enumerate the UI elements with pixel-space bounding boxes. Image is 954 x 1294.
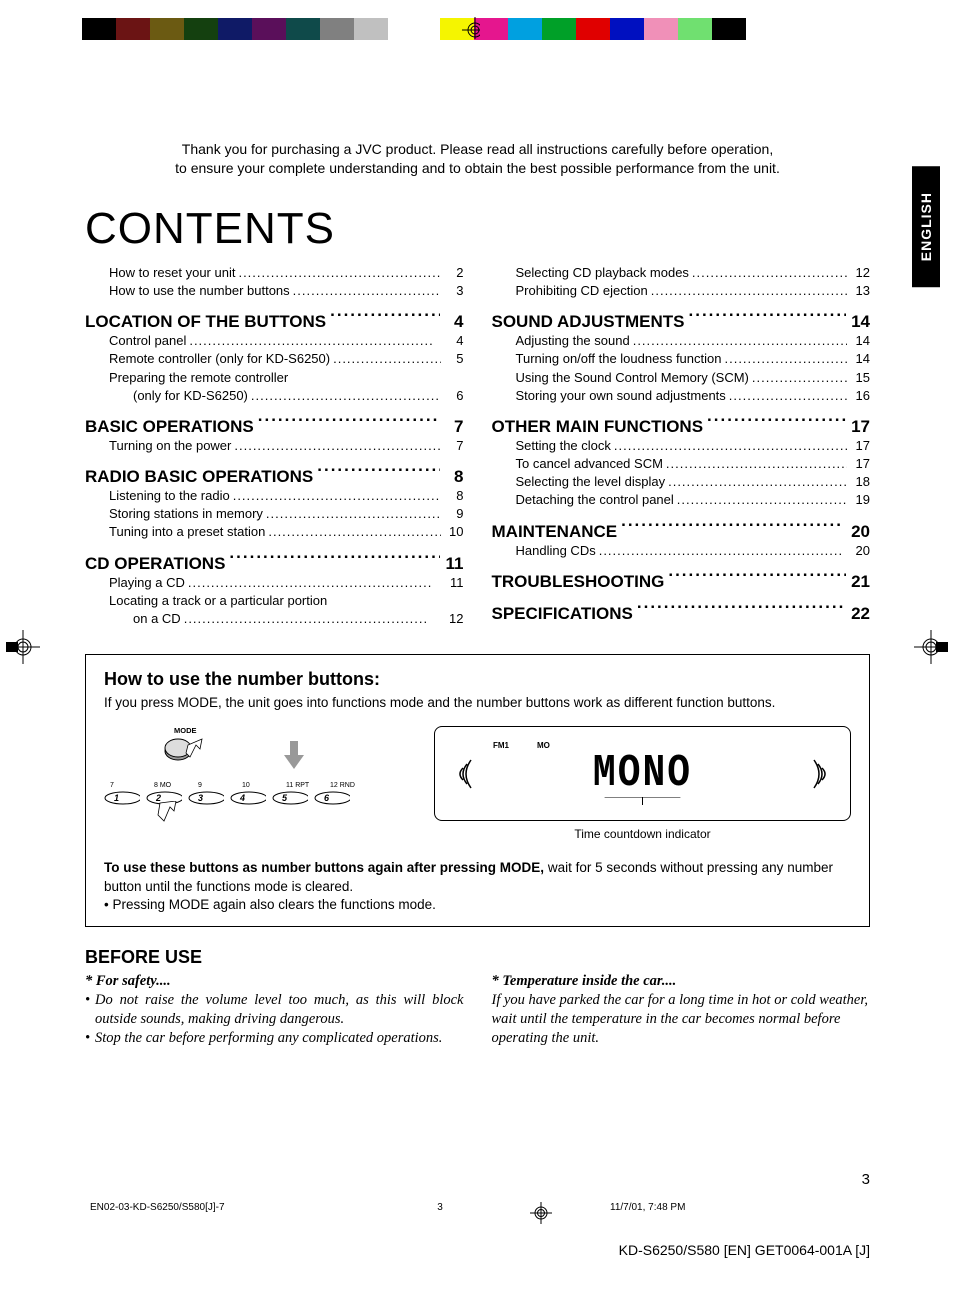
temperature-text: If you have parked the car for a long ti… [492, 991, 871, 1048]
display-fm-label: FM1 [493, 741, 509, 750]
howto-note-bold: To use these buttons as number buttons a… [104, 860, 544, 875]
before-use-section: BEFORE USE * For safety.... Do not raise… [85, 947, 870, 1047]
btn-label: 11 RPT [280, 782, 324, 789]
number-button: 5 [272, 791, 308, 805]
footer-line-1: EN02-03-KD-S6250/S580[J]-7 3 11/7/01, 7:… [90, 1202, 894, 1224]
display-panel: FM1 MO MONO [434, 726, 851, 821]
display-caption: Time countdown indicator [434, 827, 851, 841]
footer-filename: EN02-03-KD-S6250/S580[J]-7 [90, 1202, 350, 1224]
toc-subitem: Turning on/off the loudness function 14 [516, 350, 871, 368]
footer-page: 3 [350, 1202, 530, 1224]
btn-label: 10 [236, 782, 280, 789]
register-mark-left [6, 630, 40, 664]
toc-left-column: How to reset your unit 2How to use the n… [85, 264, 464, 628]
btn-label: 7 [104, 782, 148, 789]
arrow-down-icon [284, 741, 304, 769]
toc-heading: BASIC OPERATIONS7 [85, 417, 464, 437]
speaker-right-icon [812, 756, 832, 792]
svg-text:4: 4 [239, 793, 245, 803]
toc-heading: RADIO BASIC OPERATIONS8 [85, 467, 464, 487]
for-safety-list: Do not raise the volume level too much, … [85, 991, 464, 1048]
before-use-title: BEFORE USE [85, 947, 870, 968]
btn-label: 8 MO [148, 782, 192, 789]
toc-heading: OTHER MAIN FUNCTIONS17 [492, 417, 871, 437]
page-number: 3 [862, 1171, 870, 1188]
toc-heading: CD OPERATIONS11 [85, 554, 464, 574]
toc-subitem: Playing a CD 11 [109, 574, 464, 592]
before-left-col: * For safety.... Do not raise the volume… [85, 972, 464, 1047]
intro-line-1: Thank you for purchasing a JVC product. … [85, 140, 870, 159]
toc-heading: TROUBLESHOOTING21 [492, 572, 871, 592]
howto-diagram-left: MODE 78 MO91011 RPT12 RND 123456 [104, 726, 404, 830]
btn-label: 12 RND [324, 782, 368, 789]
mode-label: MODE [174, 726, 404, 735]
howto-note-bullet: • Pressing MODE again also clears the fu… [104, 896, 851, 914]
toc-subitem: Storing your own sound adjustments 16 [516, 387, 871, 405]
toc-subitem: Adjusting the sound 14 [516, 332, 871, 350]
btn-label: 9 [192, 782, 236, 789]
speaker-left-icon [453, 756, 473, 792]
toc-subitem: Handling CDs 20 [516, 542, 871, 560]
number-buttons-row: 123456 [104, 791, 404, 805]
toc-subitem: on a CD 12 [133, 610, 464, 628]
footer-doc-id: KD-S6250/S580 [EN] GET0064-001A [J] [619, 1242, 870, 1258]
safety-item: Stop the car before performing any compl… [85, 1029, 464, 1048]
toc-subitem: How to reset your unit 2 [109, 264, 464, 282]
toc-subitem: Remote controller (only for KD-S6250) 5 [109, 350, 464, 368]
toc-subitem: Selecting the level display 18 [516, 473, 871, 491]
toc-subitem: Detaching the control panel 19 [516, 491, 871, 509]
number-button: 6 [314, 791, 350, 805]
for-safety-heading: * For safety.... [85, 972, 464, 991]
mode-button-icon [162, 737, 208, 769]
register-mark-right [914, 630, 948, 664]
button-labels-row: 78 MO91011 RPT12 RND [104, 782, 404, 789]
toc-subitem: Storing stations in memory 9 [109, 505, 464, 523]
number-button: 1 [104, 791, 140, 805]
press-hand-icon [154, 801, 184, 827]
footer-date: 11/7/01, 7:48 PM [560, 1202, 894, 1224]
howto-note: To use these buttons as number buttons a… [104, 859, 851, 914]
howto-box: How to use the number buttons: If you pr… [85, 654, 870, 927]
register-mark-top [462, 17, 480, 39]
temperature-heading: * Temperature inside the car.... [492, 972, 871, 991]
toc-subitem: Using the Sound Control Memory (SCM) 15 [516, 369, 871, 387]
toc-subitem: Setting the clock 17 [516, 437, 871, 455]
before-right-col: * Temperature inside the car.... If you … [492, 972, 871, 1047]
toc-heading: SPECIFICATIONS22 [492, 604, 871, 624]
toc-heading: LOCATION OF THE BUTTONS4 [85, 312, 464, 332]
toc-subitem: Preparing the remote controller [109, 369, 464, 387]
toc-heading: SOUND ADJUSTMENTS14 [492, 312, 871, 332]
toc-heading: MAINTENANCE20 [492, 522, 871, 542]
number-button: 4 [230, 791, 266, 805]
howto-title: How to use the number buttons: [104, 669, 851, 690]
language-tab: ENGLISH [912, 166, 940, 287]
safety-item: Do not raise the volume level too much, … [85, 991, 464, 1029]
toc-subitem: How to use the number buttons 3 [109, 282, 464, 300]
svg-text:3: 3 [198, 793, 203, 803]
display-mono-text: MONO [593, 748, 692, 800]
howto-text: If you press MODE, the unit goes into fu… [104, 694, 851, 712]
toc-subitem: Control panel 4 [109, 332, 464, 350]
intro-text: Thank you for purchasing a JVC product. … [85, 140, 870, 178]
toc-subitem: Turning on the power 7 [109, 437, 464, 455]
toc-subitem: Listening to the radio 8 [109, 487, 464, 505]
register-mark-footer [530, 1202, 560, 1224]
toc-subitem: Locating a track or a particular portion [109, 592, 464, 610]
page-content: ENGLISH Thank you for purchasing a JVC p… [85, 140, 870, 1047]
toc-subitem: Prohibiting CD ejection 13 [516, 282, 871, 300]
toc-right-column: Selecting CD playback modes 12Prohibitin… [492, 264, 871, 628]
display-mo-label: MO [537, 741, 550, 750]
toc-subitem: To cancel advanced SCM 17 [516, 455, 871, 473]
contents-title: CONTENTS [85, 204, 870, 254]
number-button: 3 [188, 791, 224, 805]
intro-line-2: to ensure your complete understanding an… [85, 159, 870, 178]
toc-subitem: Selecting CD playback modes 12 [516, 264, 871, 282]
toc-subitem: (only for KD-S6250) 6 [133, 387, 464, 405]
howto-diagram-right: FM1 MO MONO Time countdown indicator [434, 726, 851, 841]
table-of-contents: How to reset your unit 2How to use the n… [85, 264, 870, 628]
svg-text:1: 1 [114, 793, 119, 803]
toc-subitem: Tuning into a preset station 10 [109, 523, 464, 541]
